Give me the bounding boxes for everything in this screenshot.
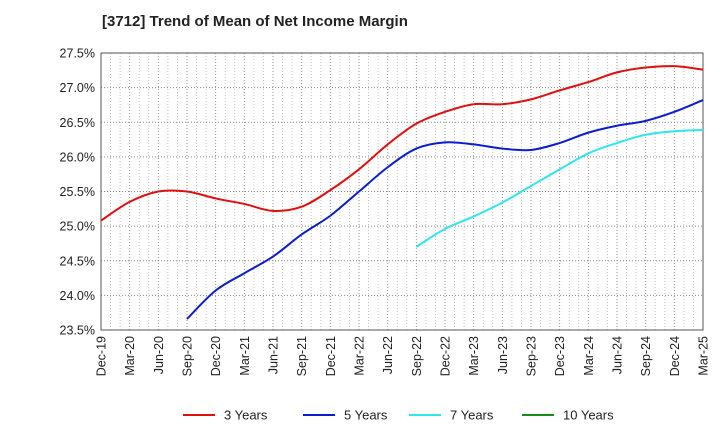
legend-label-5-years: 5 Years	[344, 408, 388, 423]
x-tick-label: Mar-23	[467, 336, 481, 376]
legend-label-10-years: 10 Years	[563, 408, 614, 423]
x-tick-label: Dec-23	[553, 336, 567, 376]
x-tick-label: Dec-21	[324, 336, 338, 376]
x-tick-label: Jun-24	[611, 336, 625, 374]
x-tick-label: Jun-23	[496, 336, 510, 374]
y-tick-label: 24.5%	[60, 254, 95, 268]
x-tick-label: Dec-24	[668, 336, 682, 376]
y-tick-label: 27.0%	[60, 81, 95, 95]
y-tick-label: 24.0%	[60, 289, 95, 303]
x-tick-label: Sep-24	[639, 336, 653, 376]
legend-label-3-years: 3 Years	[224, 408, 268, 423]
x-tick-label: Mar-24	[582, 336, 596, 376]
x-tick-label: Mar-20	[123, 336, 137, 376]
x-tick-label: Jun-20	[152, 336, 166, 374]
y-tick-label: 25.0%	[60, 220, 95, 234]
x-tick-label: Dec-19	[95, 336, 109, 376]
x-tick-label: Sep-21	[295, 336, 309, 376]
x-tick-label: Sep-22	[410, 336, 424, 376]
x-tick-label: Sep-23	[525, 336, 539, 376]
x-tick-label: Jun-22	[381, 336, 395, 374]
chart-title: [3712] Trend of Mean of Net Income Margi…	[102, 13, 408, 30]
x-tick-label: Dec-22	[439, 336, 453, 376]
x-tick-label: Jun-21	[267, 336, 281, 374]
x-tick-label: Mar-25	[697, 336, 711, 376]
x-tick-label: Mar-21	[238, 336, 252, 376]
y-tick-label: 25.5%	[60, 185, 95, 199]
y-tick-label: 23.5%	[60, 324, 95, 338]
plot-border	[100, 52, 704, 331]
grid	[100, 52, 704, 331]
y-axis-ticks: 23.5% 24.0% 24.5% 25.0% 25.5% 26.0% 26.5% 27.0%…	[60, 47, 95, 338]
x-axis-ticks: Dec-19 Mar-20 Jun-20 Sep-20 Dec-20 Mar-21 Jun-…	[95, 336, 711, 376]
legend: 3 Years 5 Years 7 Years 10 Years	[183, 408, 614, 423]
x-tick-label: Dec-20	[209, 336, 223, 376]
x-tick-label: Sep-20	[181, 336, 195, 376]
series-line-5-years	[186, 99, 704, 320]
x-tick-label: Mar-22	[353, 336, 367, 376]
legend-label-7-years: 7 Years	[450, 408, 494, 423]
y-tick-label: 26.0%	[60, 150, 95, 164]
y-tick-label: 27.5%	[60, 47, 95, 61]
series-lines	[100, 65, 704, 320]
series-line-7-years	[415, 128, 704, 248]
series-line-3-years	[100, 65, 704, 222]
y-tick-label: 26.5%	[60, 116, 95, 130]
